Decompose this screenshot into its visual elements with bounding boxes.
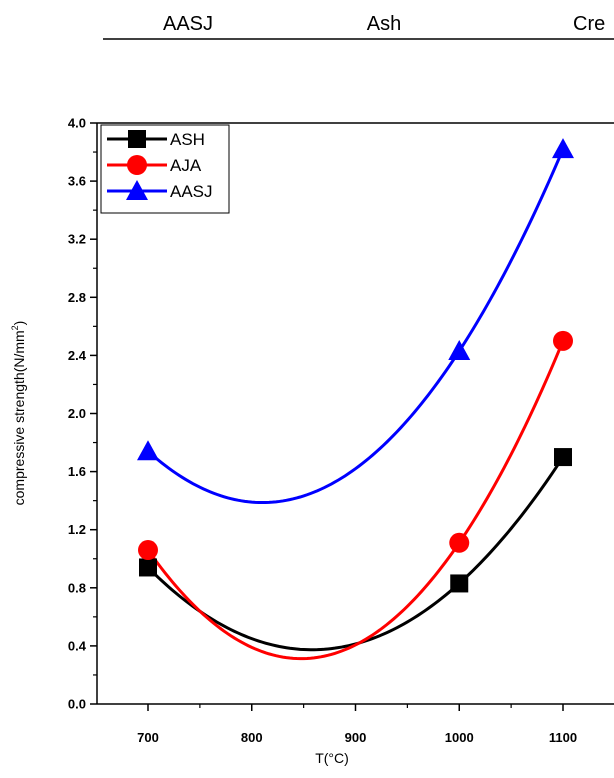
data-point-aja	[138, 540, 158, 561]
header-col-ash: Ash	[367, 13, 401, 35]
legend-label-aja: AJA	[170, 156, 202, 175]
x-tick-label: 1000	[445, 730, 474, 745]
y-tick-label: 2.4	[68, 348, 87, 363]
y-tick-label: 2.0	[68, 406, 86, 421]
legend: ASH AJA AASJ	[100, 124, 230, 214]
x-tick-label: 1100	[549, 730, 577, 745]
y-tick-label: 0.0	[68, 697, 86, 712]
legend-marker-ash	[128, 130, 146, 148]
legend-label-ash: ASH	[170, 130, 205, 149]
y-tick-label: 0.8	[68, 580, 86, 595]
legend-marker-aja	[127, 155, 147, 175]
data-point-ash	[450, 574, 469, 593]
series-line-aja	[146, 340, 565, 661]
legend-marker-aasj	[126, 180, 148, 200]
series-lines	[146, 148, 565, 661]
legend-label-aasj: AASJ	[170, 182, 213, 201]
data-point-aja	[449, 532, 470, 553]
data-point-aasj	[137, 440, 159, 461]
y-tick-label: 3.2	[68, 232, 86, 247]
data-point-aasj	[448, 340, 471, 361]
x-tick-label: 800	[241, 730, 263, 745]
series-markers	[137, 138, 574, 593]
y-tick-label: 3.6	[68, 174, 86, 189]
x-tick-label: 900	[345, 730, 367, 745]
x-ticks: 700 800 900 1000 1100	[137, 704, 577, 745]
header-col-cre: Cre	[573, 13, 605, 35]
y-tick-label: 2.8	[68, 290, 86, 305]
plot-area: 700 800 900 1000 1100 0.0 0.4 0.8 1.2 1.6 2.0 2.4 2…	[68, 116, 614, 745]
series-line-aasj	[147, 148, 565, 505]
x-axis-label: T(°C)	[315, 750, 349, 766]
data-point-aja	[553, 330, 573, 351]
header-col-aasj: AASJ	[163, 13, 213, 35]
data-point-ash	[139, 558, 157, 577]
y-tick-label: 4.0	[68, 116, 86, 131]
y-ticks: 0.0 0.4 0.8 1.2 1.6 2.0 2.4 2.8 3.2 3.6 4.0	[68, 116, 97, 712]
y-tick-label: 0.4	[68, 638, 87, 653]
table-header: AASJ Ash Cre	[103, 13, 614, 40]
data-point-ash	[554, 448, 572, 467]
data-point-aasj	[552, 138, 574, 159]
y-axis-label: compressive strength(N/mm2)	[10, 321, 27, 506]
x-tick-label: 700	[137, 730, 159, 745]
y-tick-label: 1.6	[68, 464, 86, 479]
y-tick-label: 1.2	[68, 522, 86, 537]
